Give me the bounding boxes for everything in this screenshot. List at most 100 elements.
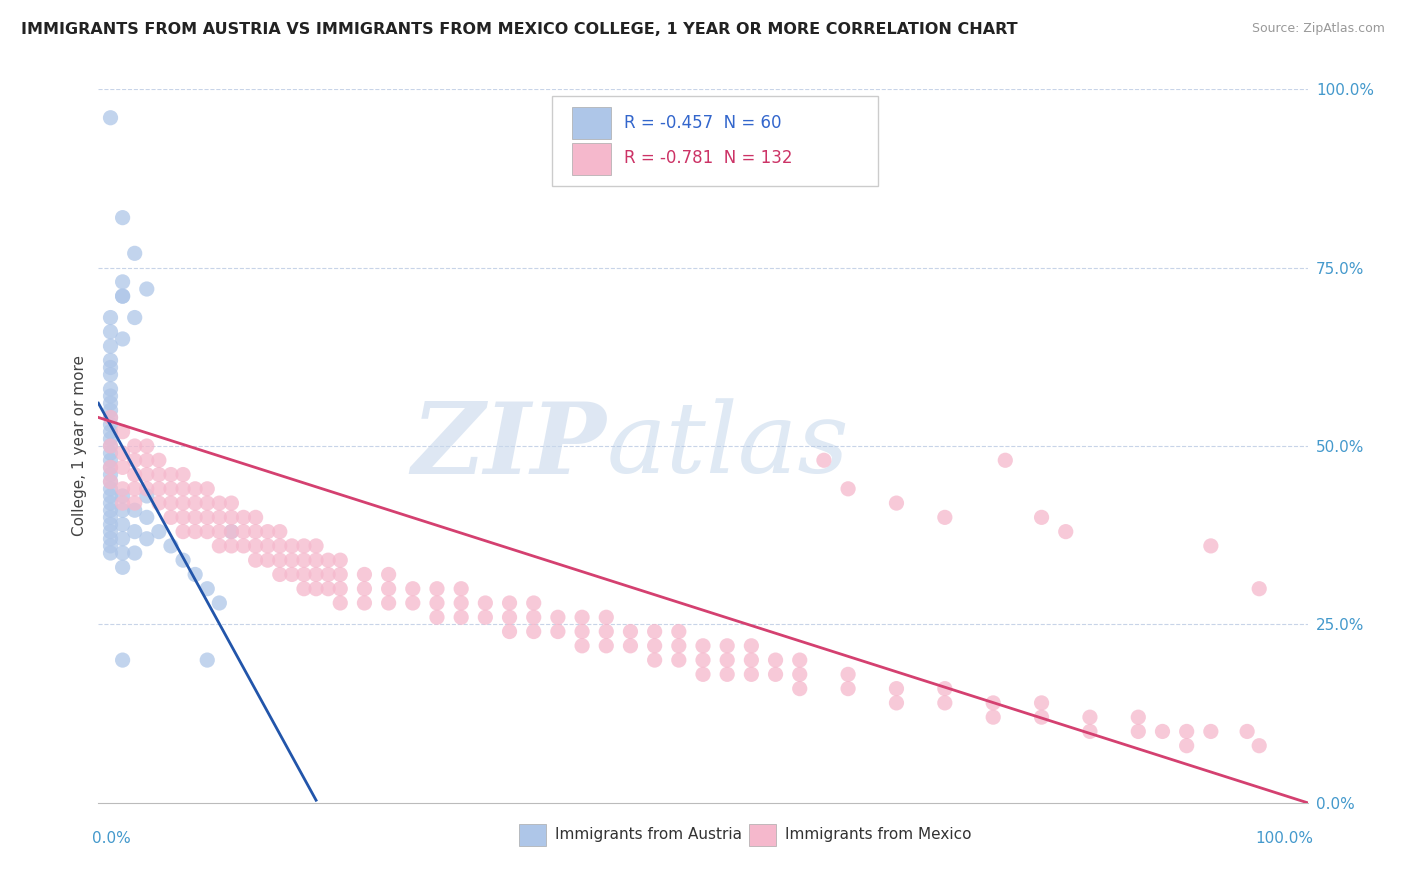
Point — [208, 510, 231, 524]
Point — [160, 496, 183, 510]
Point — [100, 325, 122, 339]
Point — [221, 524, 243, 539]
Point — [269, 524, 291, 539]
Point — [100, 360, 122, 375]
Point — [100, 539, 122, 553]
Point — [148, 524, 170, 539]
Point — [1054, 524, 1077, 539]
Point — [195, 582, 218, 596]
Point — [1249, 739, 1271, 753]
Point — [426, 610, 449, 624]
Point — [100, 389, 122, 403]
Point — [994, 453, 1017, 467]
Point — [716, 667, 738, 681]
Point — [789, 681, 811, 696]
Point — [124, 482, 146, 496]
Point — [305, 567, 328, 582]
Point — [619, 639, 641, 653]
Point — [269, 553, 291, 567]
Point — [100, 417, 122, 432]
Point — [450, 596, 472, 610]
Point — [148, 496, 170, 510]
Point — [111, 503, 134, 517]
Point — [208, 496, 231, 510]
Point — [100, 517, 122, 532]
Point — [595, 610, 617, 624]
Point — [184, 496, 207, 510]
Point — [329, 596, 352, 610]
Point — [100, 489, 122, 503]
Point — [100, 310, 122, 325]
Point — [281, 539, 304, 553]
Point — [124, 496, 146, 510]
Point — [100, 396, 122, 410]
Point — [740, 667, 762, 681]
Point — [135, 467, 157, 482]
Point — [1031, 696, 1053, 710]
Point — [111, 532, 134, 546]
Point — [377, 596, 399, 610]
Point — [292, 553, 315, 567]
Text: Source: ZipAtlas.com: Source: ZipAtlas.com — [1251, 22, 1385, 36]
Point — [292, 567, 315, 582]
Point — [100, 467, 122, 482]
Point — [100, 524, 122, 539]
Point — [316, 582, 339, 596]
Point — [329, 567, 352, 582]
Point — [100, 503, 122, 517]
Point — [547, 624, 569, 639]
Point — [981, 696, 1004, 710]
Point — [160, 482, 183, 496]
Point — [934, 696, 956, 710]
Point — [221, 539, 243, 553]
Point — [124, 439, 146, 453]
Point — [269, 567, 291, 582]
Point — [934, 681, 956, 696]
Point — [160, 539, 183, 553]
Point — [353, 596, 375, 610]
Point — [124, 246, 146, 260]
Point — [426, 582, 449, 596]
Point — [148, 453, 170, 467]
Point — [668, 624, 690, 639]
Text: Immigrants from Austria: Immigrants from Austria — [555, 827, 742, 842]
Point — [111, 289, 134, 303]
Point — [256, 553, 278, 567]
Point — [1031, 510, 1053, 524]
Point — [184, 567, 207, 582]
Point — [100, 475, 122, 489]
Point — [100, 368, 122, 382]
Bar — [572, 143, 612, 175]
Point — [571, 639, 593, 653]
Point — [886, 681, 908, 696]
Point — [172, 467, 194, 482]
Point — [135, 532, 157, 546]
Point — [195, 524, 218, 539]
Point — [740, 639, 762, 653]
Point — [100, 475, 122, 489]
Point — [426, 596, 449, 610]
Point — [100, 460, 122, 475]
Point — [474, 610, 496, 624]
Point — [692, 667, 714, 681]
Point — [195, 496, 218, 510]
Point — [886, 496, 908, 510]
Point — [1152, 724, 1174, 739]
Point — [644, 624, 666, 639]
Point — [353, 582, 375, 596]
Point — [547, 610, 569, 624]
Point — [100, 439, 122, 453]
Point — [765, 653, 787, 667]
Point — [111, 289, 134, 303]
Point — [124, 453, 146, 467]
Point — [269, 539, 291, 553]
Point — [124, 546, 146, 560]
Point — [523, 624, 546, 639]
Text: atlas: atlas — [606, 399, 849, 493]
Point — [160, 510, 183, 524]
Point — [571, 610, 593, 624]
Point — [1199, 724, 1222, 739]
Point — [111, 425, 134, 439]
Point — [124, 503, 146, 517]
Point — [450, 582, 472, 596]
